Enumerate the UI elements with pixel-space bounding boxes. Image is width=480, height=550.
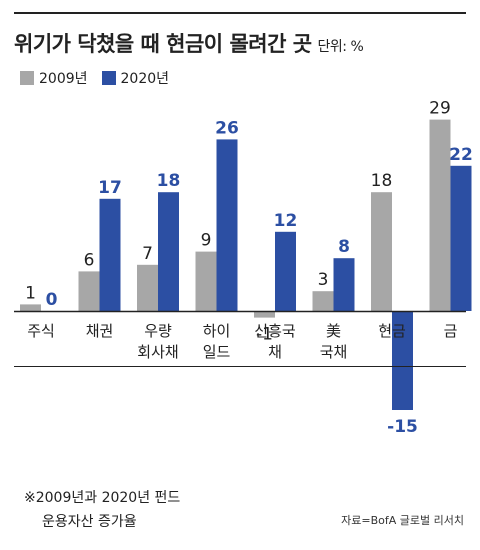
category-label-0-0: 주식 bbox=[27, 322, 55, 340]
category-label-6-0: 현금 bbox=[378, 322, 406, 340]
data-label-2020-3: 26 bbox=[215, 118, 239, 138]
legend-swatch-2020 bbox=[101, 71, 116, 85]
data-label-2020-4: 12 bbox=[274, 211, 298, 231]
category-label-3-0: 하이 bbox=[203, 322, 231, 340]
data-label-2020-2: 18 bbox=[157, 171, 181, 191]
bar-2020-1 bbox=[99, 198, 121, 311]
bar-2009-5 bbox=[312, 291, 334, 311]
category-label-1-0: 채권 bbox=[86, 322, 114, 340]
data-label-2020-1: 17 bbox=[98, 178, 122, 198]
bar-2009-7 bbox=[429, 119, 451, 311]
data-label-2009-2: 7 bbox=[142, 244, 153, 264]
footnote-line-1: ※2009년과 2020년 펀드 bbox=[24, 490, 181, 506]
data-label-2020-6: -15 bbox=[387, 417, 418, 437]
data-label-2009-6: 18 bbox=[371, 171, 393, 191]
chart-title: 위기가 닥쳤을 때 현금이 몰려간 곳 단위: % bbox=[14, 28, 364, 58]
data-label-2009-7: 29 bbox=[429, 99, 451, 119]
bar-2020-6 bbox=[392, 311, 413, 410]
data-label-2009-3: 9 bbox=[201, 231, 212, 251]
footnote-line-2: 운용자산 증가율 bbox=[42, 514, 137, 530]
category-label-7-0: 금 bbox=[444, 322, 458, 340]
data-label-2020-5: 8 bbox=[338, 237, 350, 257]
bar-2009-2 bbox=[137, 264, 158, 311]
legend-item-2020: 2020년 bbox=[101, 68, 170, 88]
bar-2009-3 bbox=[195, 251, 217, 311]
data-label-2009-5: 3 bbox=[318, 270, 329, 290]
legend: 2009년 2020년 bbox=[20, 68, 169, 88]
bar-2009-6 bbox=[371, 192, 392, 311]
category-label-4-1: 채 bbox=[268, 343, 282, 361]
bar-2020-2 bbox=[158, 192, 179, 311]
category-label-2-1: 회사채 bbox=[137, 343, 178, 361]
data-label-2009-0: 1 bbox=[25, 283, 36, 303]
bar-2020-4 bbox=[275, 231, 296, 311]
legend-item-2009: 2009년 bbox=[20, 68, 88, 88]
bar-2009-4 bbox=[254, 311, 275, 318]
legend-label-2020: 2020년 bbox=[120, 71, 170, 87]
unit-label: 단위: % bbox=[317, 39, 364, 55]
bar-2020-3 bbox=[216, 139, 238, 311]
legend-swatch-2009 bbox=[20, 71, 34, 85]
data-label-2020-0: 0 bbox=[46, 290, 58, 310]
data-label-2009-4: -1 bbox=[256, 325, 273, 345]
category-label-3-1: 일드 bbox=[203, 343, 231, 361]
source-note: 자료=BofA 글로벌 리서치 bbox=[341, 514, 464, 527]
footnote: ※2009년과 2020년 펀드 운용자산 증가율 bbox=[24, 486, 180, 534]
data-label-2020-7: 22 bbox=[449, 145, 473, 165]
top-rule bbox=[14, 12, 466, 14]
chart-title-text: 위기가 닥쳤을 때 현금이 몰려간 곳 bbox=[14, 32, 312, 56]
category-label-5-0: 美 bbox=[326, 322, 341, 340]
bar-2009-0 bbox=[20, 304, 41, 311]
category-label-5-1: 국채 bbox=[320, 343, 348, 361]
category-label-4-0: 신흥국 bbox=[254, 322, 296, 340]
bar-2020-7 bbox=[450, 165, 472, 311]
legend-label-2009: 2009년 bbox=[39, 71, 88, 87]
bar-2009-1 bbox=[78, 271, 100, 311]
category-label-2-0: 우량 bbox=[144, 322, 172, 340]
data-label-2009-1: 6 bbox=[84, 250, 95, 270]
bar-2020-5 bbox=[333, 258, 355, 311]
